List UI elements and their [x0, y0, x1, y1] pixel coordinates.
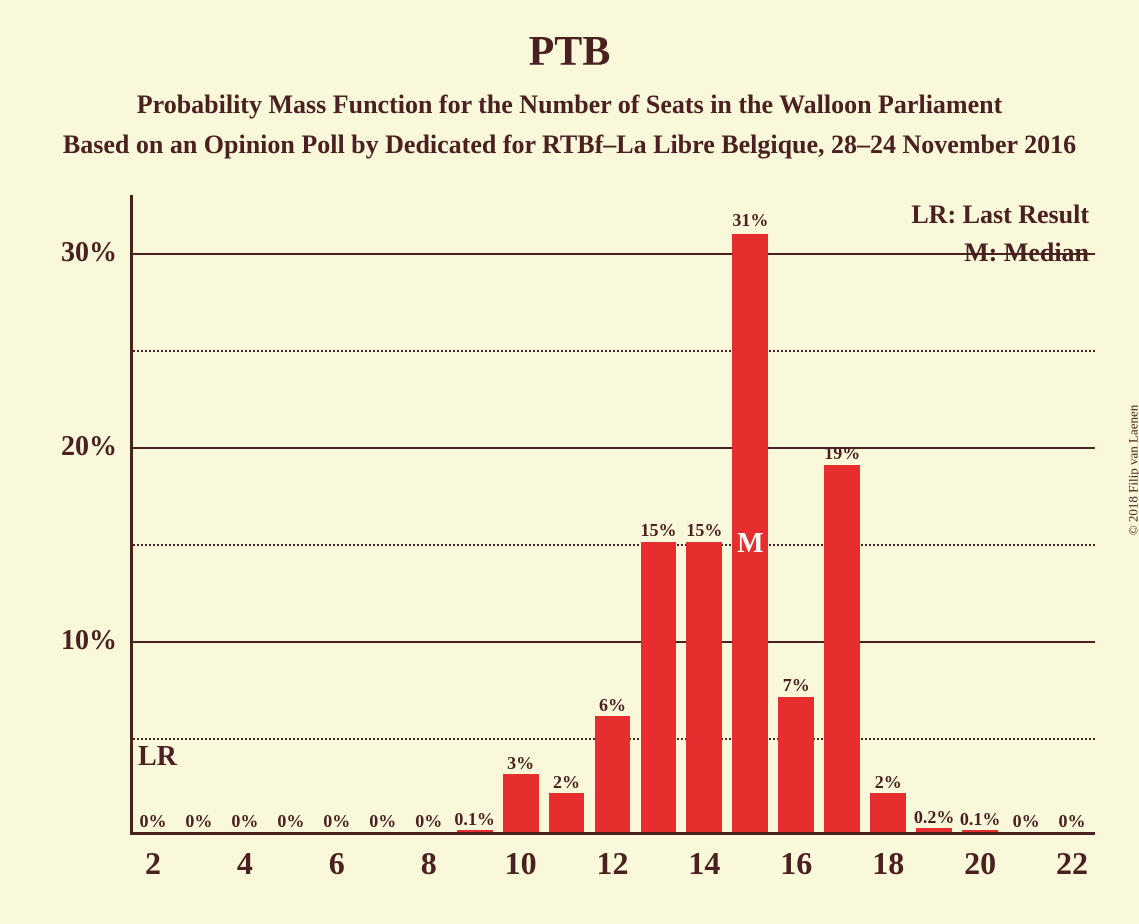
gridline-minor: [130, 350, 1095, 352]
median-marker: M: [737, 528, 763, 560]
bar-value-label: 0%: [185, 811, 212, 832]
bar-value-label: 0%: [323, 811, 350, 832]
x-axis-label: 6: [329, 845, 345, 882]
lr-marker: LR: [138, 741, 177, 773]
bar-value-label: 15%: [686, 520, 722, 541]
x-axis-label: 8: [421, 845, 437, 882]
gridline-major: [130, 641, 1095, 643]
bar: [641, 542, 677, 832]
bar: [916, 828, 952, 832]
bar-value-label: 0%: [415, 811, 442, 832]
x-axis-label: 4: [237, 845, 253, 882]
y-axis-label: 30%: [61, 237, 117, 269]
bar-value-label: 3%: [507, 753, 534, 774]
bar-value-label: 6%: [599, 695, 626, 716]
bar-value-label: 0%: [139, 811, 166, 832]
bar-value-label: 0%: [369, 811, 396, 832]
x-axis-label: 2: [145, 845, 161, 882]
gridline-major: [130, 447, 1095, 449]
bar-value-label: 0.1%: [454, 809, 495, 830]
bar-value-label: 0%: [1013, 811, 1040, 832]
x-axis-label: 18: [872, 845, 904, 882]
bar-value-label: 2%: [553, 772, 580, 793]
chart-title: PTB: [0, 0, 1139, 76]
bar: [962, 830, 998, 832]
bar: [549, 793, 585, 832]
chart-subtitle-1: Probability Mass Function for the Number…: [0, 76, 1139, 120]
bar: [824, 465, 860, 832]
bar-value-label: 15%: [640, 520, 676, 541]
y-axis-label: 20%: [61, 431, 117, 463]
bar-value-label: 7%: [783, 675, 810, 696]
bar-value-label: 0%: [277, 811, 304, 832]
bar: [595, 716, 631, 832]
bar-value-label: 0.1%: [960, 809, 1001, 830]
bar: [870, 793, 906, 832]
legend-lr: LR: Last Result: [911, 200, 1089, 230]
x-axis-label: 10: [505, 845, 537, 882]
chart-subtitle-2: Based on an Opinion Poll by Dedicated fo…: [0, 120, 1139, 160]
gridline-minor: [130, 544, 1095, 546]
bar-value-label: 0%: [1059, 811, 1086, 832]
legend-m: M: Median: [964, 238, 1089, 268]
x-axis-label: 16: [780, 845, 812, 882]
gridline-major: [130, 253, 1095, 255]
x-axis-label: 20: [964, 845, 996, 882]
bar: [686, 542, 722, 832]
x-axis-label: 14: [688, 845, 720, 882]
bar-value-label: 31%: [732, 210, 768, 231]
bar-value-label: 2%: [875, 772, 902, 793]
bar: [457, 830, 493, 832]
bar-value-label: 0%: [231, 811, 258, 832]
bar-value-label: 0.2%: [914, 807, 955, 828]
x-axis-label: 22: [1056, 845, 1088, 882]
x-axis-label: 12: [597, 845, 629, 882]
y-axis-label: 10%: [61, 625, 117, 657]
pmf-bar-chart: 10%20%30%2468101214161820220%0%0%0%0%0%0…: [130, 195, 1095, 835]
bar: [503, 774, 539, 832]
copyright-text: © 2018 Filip van Laenen: [1125, 405, 1139, 535]
bar-value-label: 19%: [824, 443, 860, 464]
bar: [778, 697, 814, 832]
